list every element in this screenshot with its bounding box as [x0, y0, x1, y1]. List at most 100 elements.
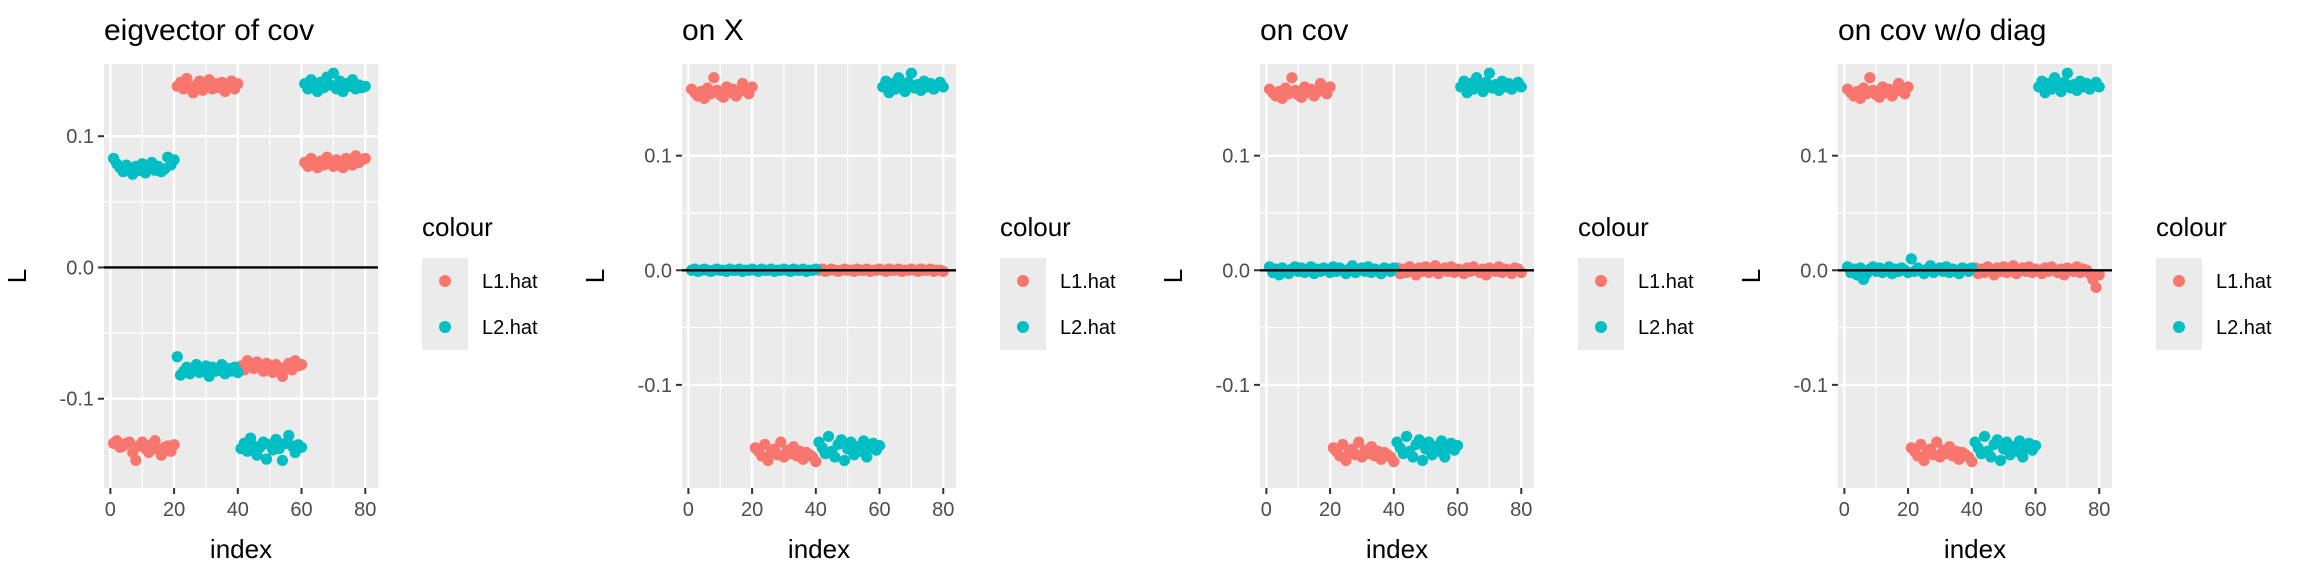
point-L2-hat — [1407, 451, 1419, 463]
x-tick-label: 80 — [354, 499, 376, 521]
y-axis-label: L — [2, 269, 32, 283]
point-L1-hat — [708, 72, 720, 84]
point-L1-hat — [2093, 269, 2105, 281]
legend-label-L2-hat: L2.hat — [1060, 317, 1116, 339]
legend-key-L1-hat — [439, 275, 451, 287]
point-L1-hat — [1337, 438, 1349, 451]
legend-key-L2-hat — [439, 321, 451, 333]
point-L2-hat — [1439, 451, 1451, 463]
point-L1-hat — [276, 370, 289, 383]
legend-key-L2-hat — [1595, 321, 1607, 333]
y-tick-label: 0.0 — [644, 260, 672, 282]
point-L2-hat — [171, 351, 183, 363]
x-tick-label: 40 — [227, 499, 249, 521]
point-L2-hat — [822, 430, 835, 443]
point-L2-hat — [2017, 451, 2029, 463]
point-L2-hat — [1388, 262, 1400, 274]
x-tick-label: 80 — [932, 499, 954, 521]
point-L1-hat — [1286, 72, 1298, 84]
x-axis-label: index — [210, 534, 272, 564]
point-L2-hat — [1991, 434, 2003, 446]
y-tick-label: -0.1 — [1216, 375, 1250, 397]
point-L1-hat — [1324, 81, 1336, 93]
point-L2-hat — [1416, 454, 1429, 467]
point-L2-hat — [270, 433, 282, 446]
point-L2-hat — [937, 81, 949, 93]
point-L1-hat — [1931, 436, 1943, 448]
point-L2-hat — [2061, 67, 2073, 79]
x-tick-label: 40 — [1961, 499, 1983, 521]
chart-title: eigvector of cov — [104, 14, 314, 47]
legend-label-L2-hat: L2.hat — [2216, 317, 2272, 339]
point-L2-hat — [260, 453, 273, 465]
y-tick-label: 0.1 — [644, 146, 672, 168]
legend-label-L2-hat: L2.hat — [482, 317, 538, 339]
point-L2-hat — [1451, 440, 1464, 452]
legend-key-L1-hat — [1595, 275, 1607, 287]
chart-panel-4: 0 20 40 60 80 -0.1 0.0 0.1 on cov w/o diag index L… — [1736, 14, 2272, 564]
legend-label-L1-hat: L1.hat — [482, 271, 538, 293]
y-axis-label: L — [580, 269, 610, 283]
point-L2-hat — [1400, 430, 1413, 443]
point-L2-hat — [276, 454, 289, 467]
point-L2-hat — [1477, 85, 1489, 98]
y-axis-label: L — [1158, 269, 1188, 283]
legend-key-L2-hat — [1017, 321, 1029, 333]
y-axis-label: L — [1736, 269, 1766, 283]
point-L2-hat — [1905, 253, 1917, 265]
point-L2-hat — [835, 434, 847, 446]
x-tick-label: 0 — [683, 499, 694, 521]
legend-label-L2-hat: L2.hat — [1638, 317, 1694, 339]
point-L1-hat — [759, 438, 771, 451]
y-tick-label: 0.1 — [66, 126, 94, 148]
point-L2-hat — [899, 85, 911, 98]
point-L1-hat — [295, 359, 308, 371]
point-L2-hat — [1985, 451, 1997, 463]
legend-key-L1-hat — [1017, 275, 1029, 287]
x-tick-label: 20 — [1897, 499, 1919, 521]
point-L2-hat — [295, 441, 308, 453]
chart-title: on X — [682, 14, 744, 47]
point-L1-hat — [1353, 436, 1365, 448]
point-L1-hat — [130, 454, 142, 467]
point-L2-hat — [1515, 81, 1527, 93]
point-L1-hat — [149, 435, 161, 447]
point-L2-hat — [1413, 434, 1425, 446]
y-tick-label: -0.1 — [638, 375, 672, 397]
point-L2-hat — [359, 80, 371, 92]
point-L1-hat — [1966, 456, 1978, 468]
point-L2-hat — [327, 67, 339, 79]
point-L2-hat — [838, 454, 851, 467]
point-L1-hat — [181, 72, 193, 85]
x-tick-label: 60 — [1446, 499, 1468, 521]
point-L2-hat — [829, 451, 841, 463]
y-tick-label: -0.1 — [60, 389, 94, 411]
point-L2-hat — [1978, 430, 1991, 443]
point-L2-hat — [1994, 454, 2007, 467]
legend-label-L1-hat: L1.hat — [2216, 271, 2272, 293]
x-axis-label: index — [788, 534, 850, 564]
point-L1-hat — [1915, 438, 1927, 451]
point-L1-hat — [123, 436, 136, 448]
legend-title: colour — [1578, 212, 1649, 242]
x-tick-label: 20 — [1319, 499, 1341, 521]
point-L2-hat — [2055, 85, 2067, 98]
x-tick-label: 40 — [805, 499, 827, 521]
x-tick-label: 60 — [2024, 499, 2046, 521]
chart-panel-1: 0 20 40 60 80 -0.1 0.0 0.1 eigvector of cov index… — [2, 14, 538, 564]
point-L1-hat — [1388, 456, 1400, 468]
point-L1-hat — [232, 78, 244, 90]
point-L2-hat — [1966, 262, 1978, 274]
x-axis-label: index — [1366, 534, 1428, 564]
point-L2-hat — [2029, 440, 2042, 452]
point-L2-hat — [2093, 81, 2105, 93]
x-tick-label: 0 — [1839, 499, 1850, 521]
x-tick-label: 40 — [1383, 499, 1405, 521]
y-tick-label: 0.1 — [1222, 146, 1250, 168]
x-tick-label: 0 — [105, 499, 116, 521]
point-L1-hat — [2090, 281, 2102, 294]
x-axis-label: index — [1944, 534, 2006, 564]
point-L1-hat — [168, 439, 180, 451]
point-L2-hat — [873, 440, 886, 452]
